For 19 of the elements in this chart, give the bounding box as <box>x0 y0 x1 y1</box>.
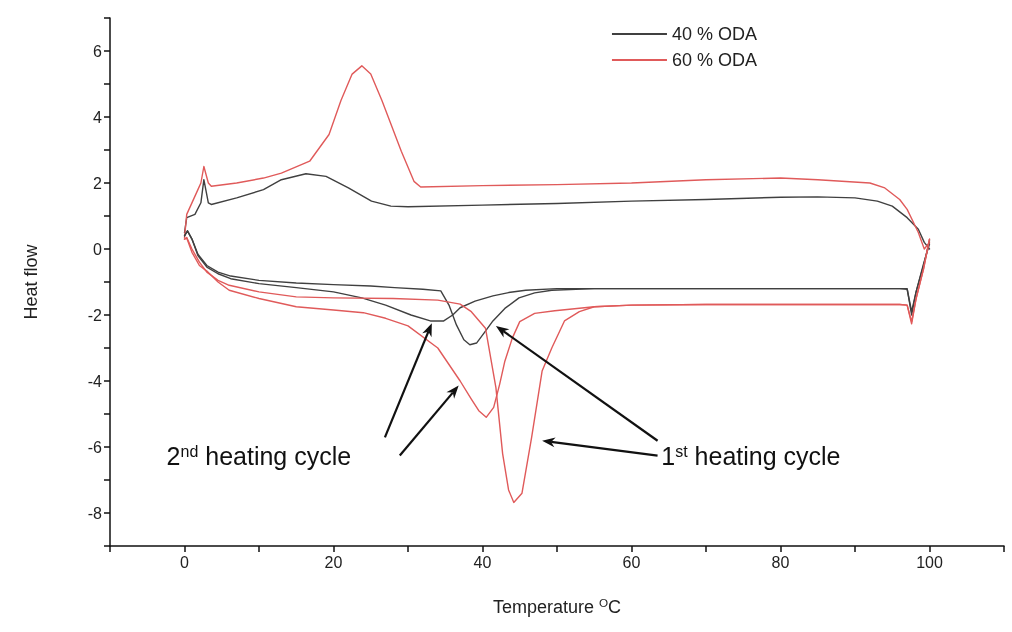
x-tick-label: 40 <box>473 553 492 571</box>
x-tick-label: 60 <box>622 553 641 571</box>
legend-label: 60 % ODA <box>671 50 758 70</box>
y-tick-label: 4 <box>93 108 103 126</box>
y-tick-label: 6 <box>93 42 103 60</box>
x-tick-label: 100 <box>916 553 943 571</box>
annotation: 2$^{nd}$ heating cycle <box>166 442 352 471</box>
y-tick-label: -8 <box>87 504 103 522</box>
legend-label: 40 % ODA <box>671 24 758 44</box>
y-tick-label: 0 <box>93 240 103 258</box>
annotation: 1$^{st}$ heating cycle <box>661 442 841 471</box>
x-tick-label: 20 <box>324 553 343 571</box>
x-tick-label: 80 <box>771 553 790 571</box>
y-axis-title: Heat flow <box>21 243 41 320</box>
y-tick-label: -6 <box>87 438 103 456</box>
y-tick-label: -2 <box>87 306 103 324</box>
x-tick-label: 0 <box>180 553 190 571</box>
y-tick-label: -4 <box>87 372 103 390</box>
y-tick-label: 2 <box>93 174 103 192</box>
